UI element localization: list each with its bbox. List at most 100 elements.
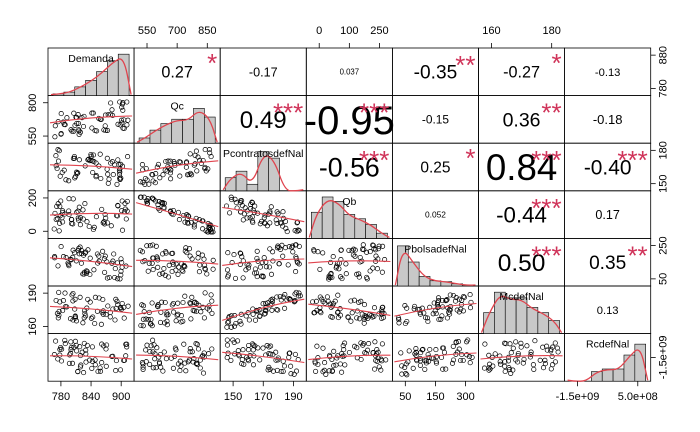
significance-stars: ***: [359, 98, 389, 128]
scatter-point: [266, 264, 272, 270]
scatter-point: [315, 361, 321, 368]
scatter-point: [486, 367, 492, 373]
tick-label: 150: [658, 174, 670, 192]
scatter-point: [109, 107, 115, 113]
scatter-point: [75, 120, 82, 126]
tick-label: 50: [658, 273, 670, 285]
scatter-point: [87, 255, 93, 261]
scatter-point: [542, 357, 548, 363]
scatter-point: [318, 310, 324, 316]
scatter-point: [201, 256, 207, 262]
scatter-point: [93, 174, 99, 180]
scatter-point: [461, 294, 467, 300]
scatter-point: [244, 215, 250, 221]
scatter-point: [157, 175, 163, 181]
scatter-point: [160, 271, 166, 277]
scatter-point: [179, 267, 185, 273]
scatter-point: [364, 276, 370, 282]
scatter-point: [296, 261, 302, 267]
correlation-value: 0.49: [240, 107, 287, 134]
scatter-point: [335, 353, 341, 359]
tick-label: 780: [658, 79, 670, 97]
scatter-point: [402, 303, 408, 309]
scatter-point: [421, 310, 427, 316]
scatter-point: [456, 346, 462, 352]
scatter-point: [209, 346, 215, 352]
scatter-point: [96, 253, 102, 259]
scatter-point: [356, 271, 362, 277]
scatter-point: [149, 300, 155, 306]
scatter-point: [54, 203, 60, 209]
scatter-point: [104, 127, 111, 133]
scatter-point: [195, 346, 202, 352]
density-curve: [222, 155, 304, 192]
scatter-point: [187, 346, 193, 352]
scatter-point: [202, 265, 208, 272]
scatter-point: [317, 266, 323, 272]
scatter-point: [117, 176, 123, 182]
scatter-point: [515, 352, 521, 359]
scatter-point: [110, 112, 116, 118]
scatter-point: [116, 171, 123, 177]
scatter-point: [297, 293, 303, 299]
tick-label: 180: [658, 141, 670, 159]
scatter-point: [139, 360, 145, 366]
smooth-line: [308, 260, 391, 264]
scatter-point: [55, 147, 61, 153]
scatter-point: [85, 247, 91, 253]
scatter-point: [431, 300, 437, 306]
scatter-point: [492, 351, 498, 357]
scatter-point: [62, 341, 68, 347]
scatter-point: [239, 357, 245, 363]
scatter-point: [177, 358, 183, 364]
scatter-point: [269, 296, 275, 302]
scatter-point: [351, 297, 357, 303]
smooth-line: [222, 298, 305, 321]
scatter-point: [114, 260, 120, 266]
scatter-point: [269, 307, 275, 313]
scatter-point: [196, 269, 202, 275]
scatter-point: [443, 297, 449, 303]
scatter-point: [441, 349, 448, 355]
scatter-point: [337, 312, 343, 318]
scatter-point: [158, 199, 165, 206]
scatter-point: [416, 306, 423, 312]
scatter-point: [278, 368, 284, 375]
scatter-point: [53, 163, 59, 169]
tick-label: 250: [370, 25, 388, 37]
scatter-point: [138, 322, 144, 329]
scatter-point: [282, 292, 288, 298]
panel-frame: [47, 333, 135, 382]
scatter-point: [404, 372, 410, 378]
scatter-point: [361, 341, 367, 347]
scatter-point: [379, 358, 385, 364]
scatter-point: [183, 245, 189, 251]
scatter-point: [175, 311, 181, 317]
scatter-point: [187, 300, 193, 306]
scatter-point: [108, 160, 114, 166]
scatter-point: [240, 275, 246, 281]
scatter-point: [113, 305, 119, 311]
scatter-point: [147, 349, 153, 355]
scatter-point: [64, 115, 70, 121]
scatter-point: [110, 258, 116, 264]
histogram-bar: [171, 118, 183, 144]
scatter-point: [424, 315, 431, 321]
scatter-point: [90, 314, 96, 320]
scatter-point: [447, 311, 453, 317]
scatter-point: [84, 219, 90, 225]
scatter-point: [380, 243, 386, 249]
scatter-point: [189, 172, 195, 178]
scatter-point: [147, 361, 153, 367]
scatter-point: [342, 362, 348, 368]
scatter-point: [164, 318, 170, 324]
scatter-point: [264, 223, 270, 229]
scatter-point: [231, 323, 238, 329]
significance-stars: **: [627, 240, 647, 270]
scatter-point: [314, 343, 320, 349]
scatter-point: [187, 170, 194, 176]
histogram-bar: [182, 118, 194, 144]
scatter-point: [231, 339, 237, 345]
density-curve: [394, 252, 476, 286]
scatter-point: [181, 341, 187, 347]
